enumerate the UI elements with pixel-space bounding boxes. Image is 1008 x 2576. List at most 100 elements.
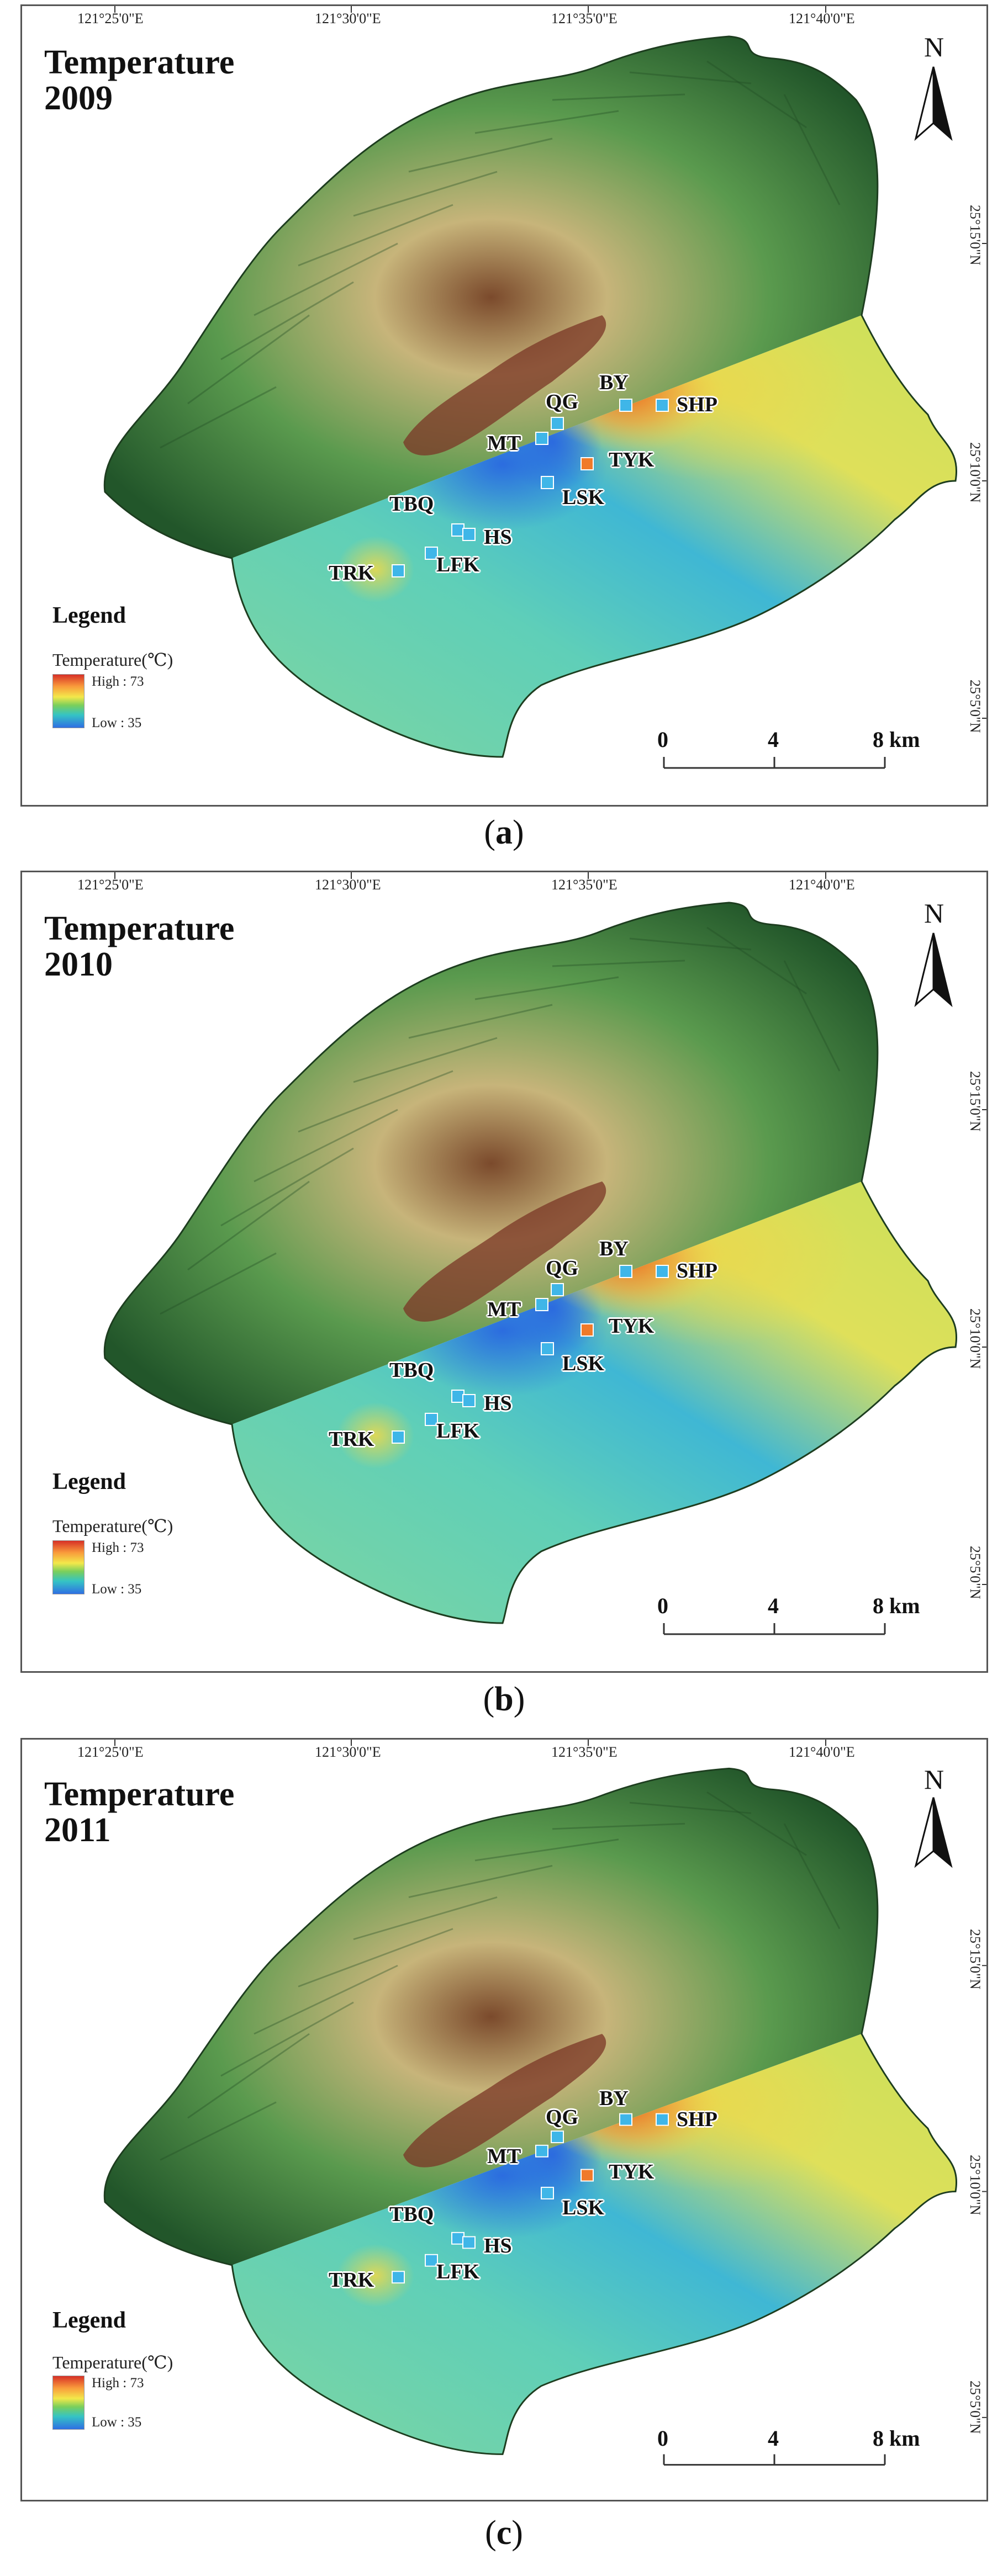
coastline (103, 35, 957, 758)
map-title-year: 2010 (44, 946, 113, 984)
legend-low: Low : 35 (92, 1582, 142, 1597)
site-label-trk: TRK (329, 561, 374, 585)
scale-label-0: 0 (657, 1593, 668, 1618)
site-markers (392, 1265, 669, 1444)
site-label-tyk: TYK (609, 1314, 655, 1338)
map-title: Temperature 2010 (44, 910, 235, 984)
site-label-lfk: LFK (436, 553, 480, 576)
site-label-lsk: LSK (562, 1352, 605, 1375)
scale-label-4: 4 (768, 1593, 779, 1618)
north-arrow (914, 66, 953, 141)
site-label-lfk: LFK (436, 2260, 480, 2283)
legend-low: Low : 35 (92, 2415, 142, 2430)
site-label-by: BY (599, 1237, 629, 1260)
map-title-year: 2011 (44, 1811, 111, 1849)
marker-lfk (425, 1413, 438, 1426)
mountain-region (104, 1768, 878, 2265)
site-markers (392, 399, 669, 577)
marker-mt (535, 432, 548, 445)
marker-tyk (580, 1323, 594, 1337)
coastline (103, 902, 957, 1624)
marker-qg (551, 2130, 564, 2144)
scale-label-4: 4 (768, 727, 779, 752)
trk-warm-zone (337, 1402, 414, 1469)
map-title-year: 2009 (44, 79, 113, 118)
north-arrow (914, 1797, 953, 1868)
map-canvas (103, 6, 986, 769)
scale-label-0: 0 (657, 727, 668, 752)
scale-label-8: 8 km (873, 1593, 920, 1618)
marker-mt (535, 1298, 548, 1311)
trk-warm-zone (337, 2244, 414, 2307)
marker-trk (392, 564, 405, 577)
site-label-shp: SHP (677, 2108, 717, 2131)
mountain-region (104, 903, 878, 1424)
north-label: N (924, 1764, 944, 1795)
scale-label-4: 4 (768, 2426, 779, 2451)
latitude-label-2: 25°10'0"N (967, 2155, 983, 2215)
marker-trk (392, 1430, 405, 1444)
ridge-lines (160, 926, 841, 1315)
ridge-crest (403, 315, 606, 455)
north-arrow (914, 932, 953, 1008)
marker-qg (551, 1283, 564, 1296)
site-label-lfk: LFK (436, 1419, 480, 1443)
site-label-tyk: TYK (609, 2160, 655, 2183)
marker-qg (551, 417, 564, 430)
legend-subtitle: Temperature(℃) (52, 2352, 173, 2372)
scale-label-0: 0 (657, 2426, 668, 2451)
north-label: N (924, 31, 944, 62)
longitude-label-4: 121°40'0"E (789, 10, 855, 26)
longitude-label-2: 121°30'0"E (315, 10, 381, 26)
trk-warm-zone (337, 536, 414, 602)
map-panel-b: 121°25'0"E 121°30'0"E 121°35'0"E 121°40'… (20, 871, 988, 1673)
ridge-lines (160, 60, 841, 449)
marker-lfk (425, 2254, 438, 2267)
ridge-crest (403, 2034, 606, 2167)
frame-ticks (114, 872, 986, 1585)
marker-lsk (541, 1342, 554, 1355)
longitude-label-2: 121°30'0"E (315, 877, 381, 893)
marker-by (619, 1265, 632, 1278)
marker-hs (462, 1394, 476, 1407)
latitude-label-3: 25°5'0"N (967, 1546, 983, 1599)
scale-label-8: 8 km (873, 2426, 920, 2451)
site-label-lsk: LSK (562, 2196, 605, 2219)
site-label-hs: HS (484, 2234, 512, 2257)
site-markers (392, 2113, 669, 2284)
caption-b: (b) (483, 1681, 525, 1718)
legend-title: Legend (52, 1469, 126, 1494)
latitude-label-3: 25°5'0"N (967, 680, 983, 733)
longitude-label-2: 121°30'0"E (315, 1744, 381, 1760)
temperature-color-ramp (52, 1540, 85, 1594)
map-title-line1: Temperature (44, 910, 235, 947)
scale-label-8: 8 km (873, 727, 920, 752)
longitude-label-1: 121°25'0"E (77, 1744, 144, 1760)
site-label-tbq: TBQ (389, 1359, 434, 1382)
caption-c: (c) (485, 2514, 523, 2552)
site-label-qg: QG (546, 2106, 579, 2129)
marker-lsk (541, 476, 554, 489)
latitude-label-2: 25°10'0"N (967, 1308, 983, 1369)
marker-hs (462, 528, 476, 541)
scale-bar (663, 1623, 886, 1635)
site-label-tbq: TBQ (389, 492, 434, 516)
legend-subtitle: Temperature(℃) (52, 1516, 173, 1536)
marker-by (619, 2113, 632, 2126)
legend-high: High : 73 (92, 1540, 144, 1555)
marker-by (619, 399, 632, 412)
frame-ticks (114, 6, 986, 719)
marker-tbq (451, 523, 465, 537)
legend-low: Low : 35 (92, 715, 142, 730)
ridge-crest (403, 1181, 606, 1322)
longitude-label-4: 121°40'0"E (789, 1744, 855, 1760)
marker-hs (462, 2236, 476, 2249)
site-label-shp: SHP (677, 393, 717, 416)
site-label-hs: HS (484, 1392, 512, 1415)
map-panel-c: 121°25'0"E 121°30'0"E 121°35'0"E 121°40'… (20, 1738, 988, 2501)
marker-shp (656, 2113, 669, 2126)
longitude-label-4: 121°40'0"E (789, 877, 855, 893)
longitude-label-3: 121°35'0"E (551, 877, 618, 893)
marker-trk (392, 2271, 405, 2284)
legend-title: Legend (52, 2308, 126, 2333)
